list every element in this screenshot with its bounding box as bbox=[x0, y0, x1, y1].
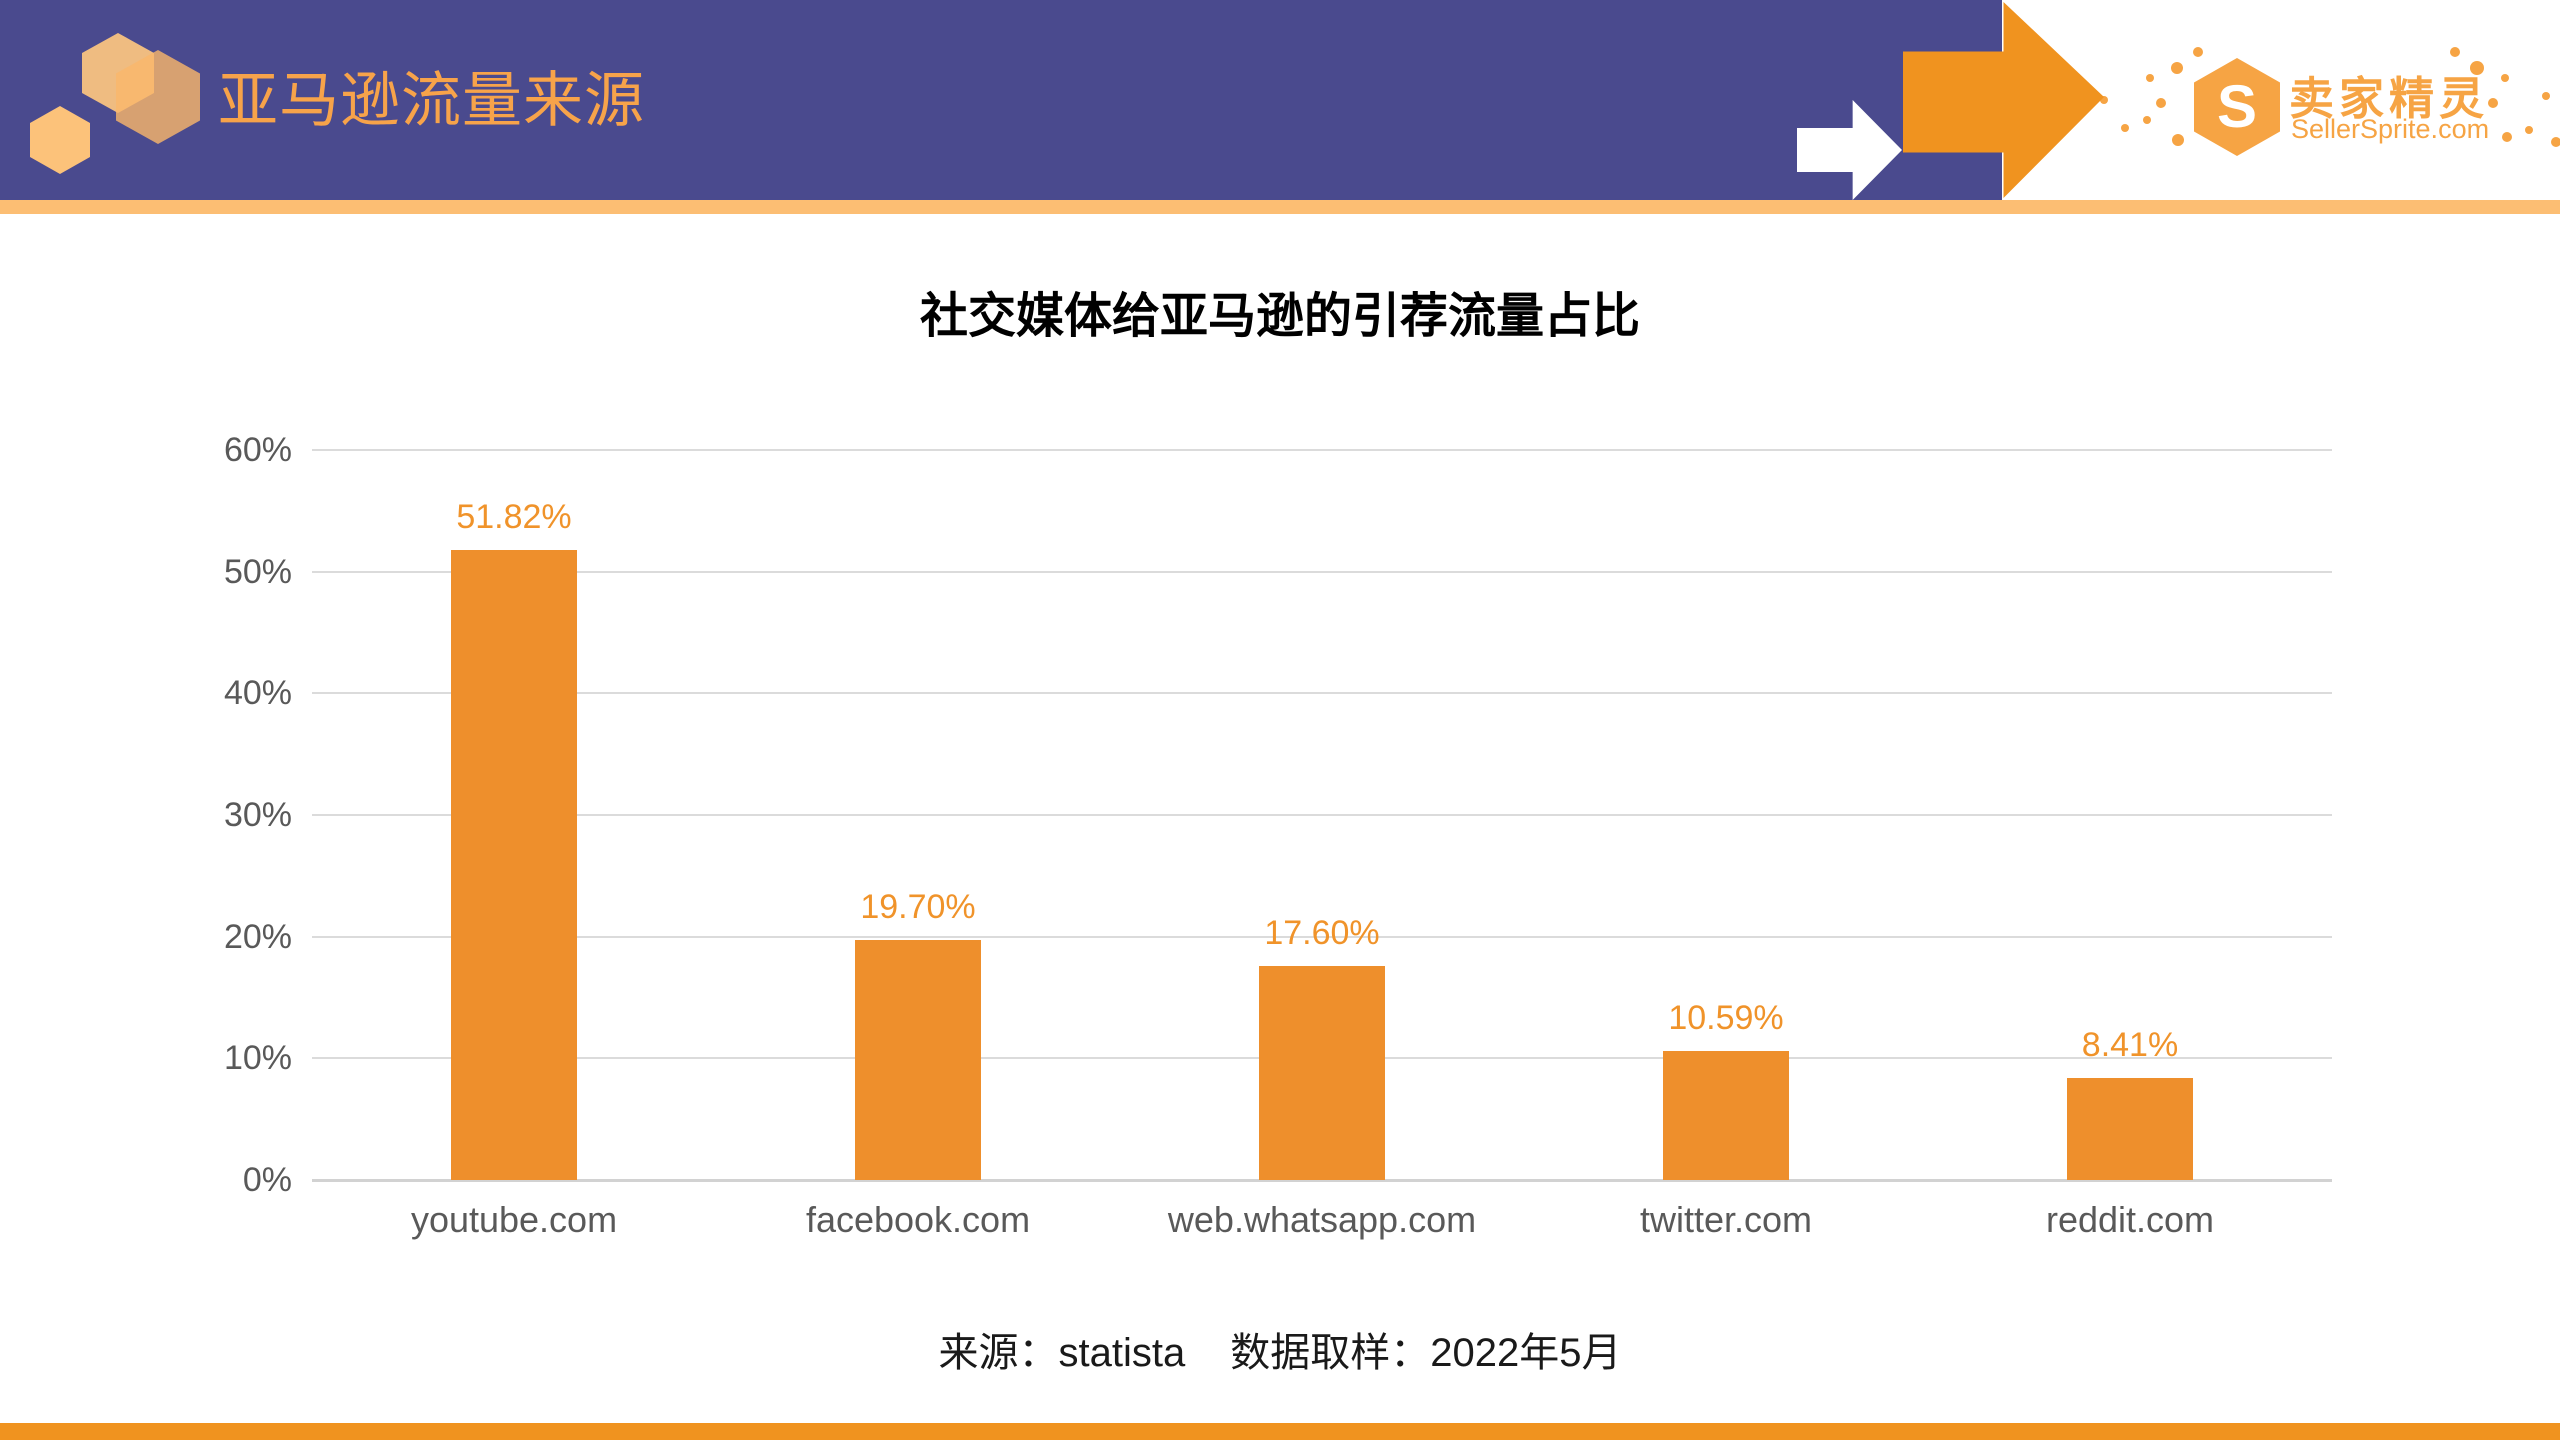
bar-value-label: 10.59% bbox=[1668, 999, 1784, 1038]
bar-slot: 19.70% facebook.com bbox=[716, 450, 1120, 1237]
chart-title: 社交媒体给亚马逊的引荐流量占比 bbox=[919, 290, 1640, 343]
decor-dot bbox=[2143, 116, 2151, 124]
decor-dot bbox=[2172, 134, 2184, 146]
header: 亚马逊流量来源 bbox=[0, 0, 2002, 200]
y-tick-label: 20% bbox=[223, 917, 292, 956]
decor-dot bbox=[2525, 126, 2533, 134]
bar-value-label: 8.41% bbox=[2081, 1025, 2179, 1064]
decor-dot bbox=[2121, 124, 2129, 132]
x-category-label: web.whatsapp.com bbox=[1167, 1199, 1477, 1240]
decor-dot bbox=[2542, 92, 2550, 100]
y-tick-label: 50% bbox=[223, 552, 292, 591]
bar-value-label: 19.70% bbox=[860, 888, 976, 927]
decor-dot bbox=[2488, 98, 2498, 108]
decor-dot bbox=[2470, 61, 2484, 75]
sellersprite-name-cn: 卖家精灵 bbox=[2289, 73, 2490, 124]
gridline bbox=[312, 1179, 2332, 1182]
bars: 51.82% youtube.com 19.70% facebook.com 17.60… bbox=[312, 450, 2332, 1238]
bar: 51.82% bbox=[451, 500, 577, 1180]
decor-dot bbox=[2501, 74, 2509, 82]
decor-dot bbox=[2146, 74, 2154, 82]
bar-value-label: 17.60% bbox=[1264, 913, 1380, 952]
x-category-label: youtube.com bbox=[410, 1199, 618, 1240]
arrow-right-white-icon bbox=[1797, 100, 1902, 200]
x-category-label: reddit.com bbox=[2045, 1199, 2215, 1240]
gridline bbox=[312, 692, 2332, 695]
sellersprite-hexagon-icon: S bbox=[2194, 58, 2280, 156]
decor-dot bbox=[2193, 47, 2203, 57]
decor-dot bbox=[2171, 62, 2183, 74]
gridline bbox=[312, 935, 2332, 938]
decor-dot bbox=[2450, 47, 2460, 57]
x-category-label: facebook.com bbox=[805, 1199, 1031, 1240]
y-axis: 60% 50% 40% 30% 20% 10% 0% bbox=[0, 433, 292, 1197]
page-title: 亚马逊流量来源 bbox=[218, 67, 645, 134]
chart-footer: 来源：statista 数据取样：2022年5月 bbox=[0, 1320, 2560, 1378]
bottom-accent-bar bbox=[0, 1423, 2560, 1440]
gridline bbox=[312, 449, 2332, 451]
y-tick-label: 0% bbox=[242, 1161, 292, 1199]
bar: 8.41% bbox=[2067, 1028, 2193, 1180]
x-category-label: twitter.com bbox=[1639, 1199, 1813, 1240]
bar: 19.70% bbox=[855, 890, 981, 1180]
bar-slot: 10.59% twitter.com bbox=[1524, 450, 1928, 1237]
source-note: 来源：statista bbox=[938, 1331, 1186, 1375]
bar-slot: 17.60% web.whatsapp.com bbox=[1120, 450, 1524, 1238]
sellersprite-monogram: S bbox=[2216, 73, 2258, 140]
sampling-note: 数据取样：2022年5月 bbox=[1230, 1331, 1622, 1375]
decor-dot bbox=[2156, 98, 2166, 108]
gridline bbox=[312, 570, 2332, 573]
bar-slot: 51.82% youtube.com bbox=[312, 450, 716, 1238]
y-tick-label: 30% bbox=[223, 796, 292, 834]
bar: 17.60% bbox=[1259, 916, 1385, 1180]
plot-area: 51.82% youtube.com 19.70% facebook.com 17.60… bbox=[312, 449, 2332, 1238]
y-tick-label: 40% bbox=[223, 674, 292, 713]
bar-value-label: 51.82% bbox=[456, 497, 572, 536]
gridline bbox=[312, 814, 2332, 816]
header-divider bbox=[0, 200, 2560, 214]
sellersprite-name-en: SellerSprite.com bbox=[2291, 114, 2490, 144]
y-tick-label: 10% bbox=[223, 1039, 292, 1078]
bar: 10.59% bbox=[1663, 1001, 1789, 1180]
bar-slot: 8.41% reddit.com bbox=[1928, 450, 2332, 1238]
decor-dot bbox=[2502, 132, 2512, 142]
decor-dot bbox=[2551, 137, 2560, 147]
y-tick-label: 60% bbox=[223, 431, 292, 469]
brand-hexagon-icon bbox=[30, 106, 90, 174]
